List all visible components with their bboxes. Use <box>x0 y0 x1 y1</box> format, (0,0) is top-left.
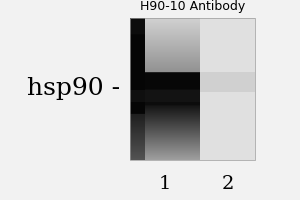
Bar <box>200 18 255 160</box>
Bar <box>130 90 200 102</box>
Bar <box>130 18 255 160</box>
Text: hsp90 -: hsp90 - <box>27 76 120 99</box>
Text: H90-10 Antibody: H90-10 Antibody <box>140 0 245 13</box>
Bar <box>200 72 255 92</box>
Text: 1: 1 <box>159 175 171 193</box>
Bar <box>130 72 200 88</box>
Text: 2: 2 <box>222 175 234 193</box>
